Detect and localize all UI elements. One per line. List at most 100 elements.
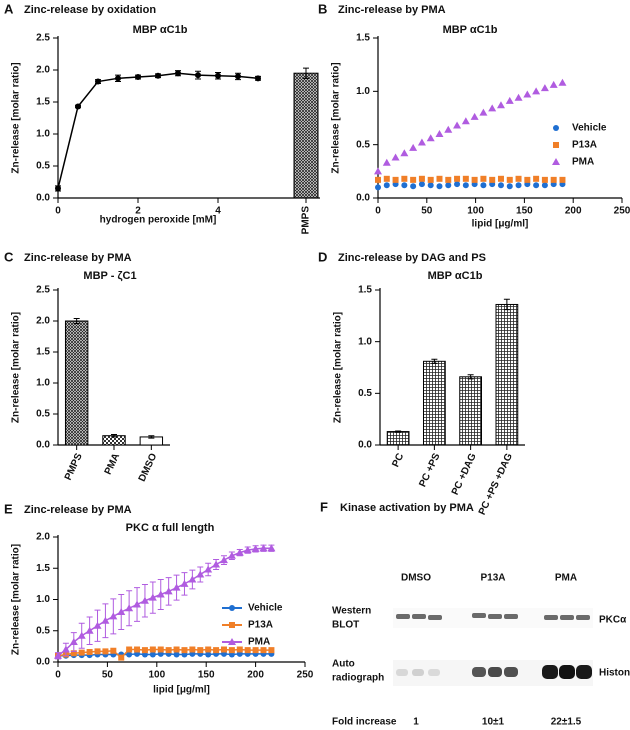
marker <box>140 596 149 604</box>
marker <box>436 183 443 190</box>
row-label: Western <box>332 606 371 617</box>
marker <box>401 175 408 182</box>
panel-letter: D <box>318 249 327 264</box>
y-tick-label: 1.5 <box>358 285 372 296</box>
marker <box>506 183 513 190</box>
legend-label: PMA <box>572 157 594 168</box>
marker <box>427 176 434 183</box>
marker <box>410 176 417 183</box>
x-tick-label: 150 <box>516 206 533 217</box>
y-tick-label: 1.5 <box>36 563 50 574</box>
marker <box>61 645 70 653</box>
marker <box>418 175 425 182</box>
marker <box>54 651 62 659</box>
legend-label: P13A <box>248 620 273 631</box>
legend-marker <box>553 142 559 148</box>
y-axis-label: Zn-release [molar ratio] <box>333 312 344 423</box>
marker <box>212 560 221 568</box>
marker <box>165 647 172 654</box>
marker <box>461 117 470 125</box>
marker <box>401 182 408 189</box>
marker <box>480 182 487 189</box>
y-tick-label: 1.0 <box>356 86 370 97</box>
legend-marker <box>229 622 235 628</box>
marker <box>195 72 201 79</box>
x-tick-label: 2 <box>135 206 141 217</box>
marker <box>409 143 418 151</box>
fold-value: 22±1.5 <box>551 717 582 728</box>
y-tick-label: 0.5 <box>358 388 372 399</box>
y-tick-label: 0.5 <box>356 139 370 150</box>
fold-value: 1 <box>413 717 419 728</box>
error-bar <box>431 358 438 364</box>
y-tick-label: 0.5 <box>36 625 50 636</box>
marker <box>110 647 117 654</box>
y-tick-label: 1.5 <box>36 347 50 358</box>
error-bar <box>111 433 117 438</box>
marker <box>505 96 514 104</box>
y-tick-label: 0.0 <box>36 657 50 668</box>
marker <box>235 548 244 556</box>
marker <box>244 647 251 654</box>
marker <box>78 649 85 656</box>
marker <box>506 176 513 183</box>
marker <box>109 612 118 620</box>
marker <box>189 646 196 653</box>
row-label: Auto <box>332 659 355 670</box>
marker <box>436 175 443 182</box>
y-tick-label: 1.0 <box>36 594 50 605</box>
protein-label: Histone <box>599 668 630 679</box>
row-label: BLOT <box>332 620 359 631</box>
marker <box>260 647 267 654</box>
marker <box>70 650 77 657</box>
marker <box>252 647 259 654</box>
marker <box>173 646 180 653</box>
marker <box>243 546 252 554</box>
marker <box>470 112 479 120</box>
panel-title: Zinc-release by PMA <box>338 4 446 16</box>
y-tick-label: 2.5 <box>36 285 50 296</box>
y-tick-label: 2.0 <box>36 65 50 76</box>
marker <box>180 579 189 587</box>
marker <box>533 182 540 189</box>
y-axis-label: Zn-release [molar ratio] <box>331 62 342 173</box>
marker <box>497 175 504 182</box>
line <box>57 648 272 659</box>
x-tick-label: PC +PS <box>417 451 442 488</box>
error-bar <box>395 430 402 433</box>
marker <box>541 176 548 183</box>
fold-label: Fold increase <box>332 717 397 728</box>
blot-bands <box>393 608 593 686</box>
marker <box>125 604 134 612</box>
marker <box>445 176 452 183</box>
lane-label: P13A <box>480 573 505 584</box>
panel-letter: E <box>4 501 13 516</box>
x-tick-label: PC +DAG <box>450 452 479 497</box>
marker <box>540 84 549 92</box>
marker <box>196 570 205 578</box>
marker <box>435 130 444 137</box>
marker <box>541 182 548 189</box>
y-tick-label: 1.5 <box>36 97 50 108</box>
x-tick-label: PMPS <box>63 451 85 482</box>
y-tick-label: 2.0 <box>36 532 50 543</box>
marker <box>392 176 399 183</box>
marker <box>148 593 157 601</box>
marker <box>445 182 452 189</box>
marker <box>550 176 557 183</box>
x-tick-label: PC +PS +DAG <box>477 452 515 517</box>
marker <box>213 647 220 654</box>
y-axis-label: Zn-release [molar ratio] <box>11 544 22 655</box>
marker <box>497 182 504 189</box>
x-tick-label: PMPS <box>301 206 312 235</box>
x-tick-label: 250 <box>297 670 314 681</box>
fold-value: 10±1 <box>482 717 505 728</box>
x-axis-label: lipid [μg/ml] <box>472 219 529 230</box>
x-tick-label: 100 <box>467 206 484 217</box>
y-axis-label: Zn-release [molar ratio] <box>11 312 22 423</box>
x-tick-label: 200 <box>247 670 264 681</box>
marker <box>126 651 133 658</box>
marker <box>118 654 125 661</box>
marker <box>219 556 228 564</box>
marker <box>259 544 268 552</box>
